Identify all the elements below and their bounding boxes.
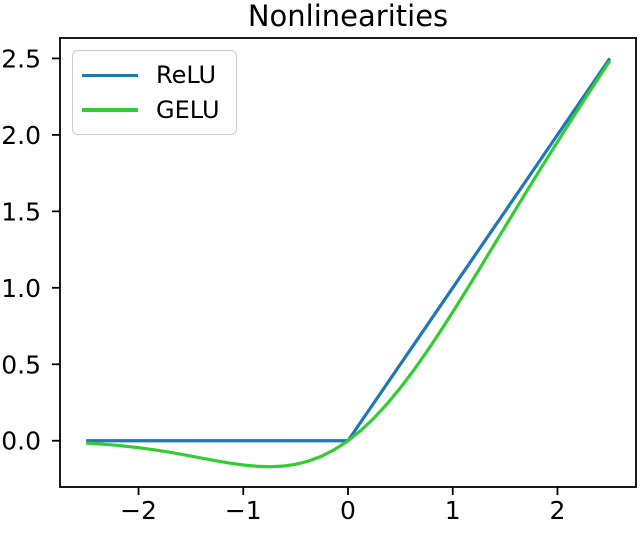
legend-box: ReLU GELU [72, 50, 237, 135]
y-tick-label: 2.5 [1, 44, 41, 73]
y-tick-label: 1.5 [1, 197, 41, 226]
y-tick-label: 1.0 [1, 274, 41, 303]
x-tick-label: −1 [225, 496, 262, 525]
y-tick-label: 2.0 [1, 121, 41, 150]
x-tick-label: 2 [550, 496, 566, 525]
legend-entry-gelu: GELU [82, 98, 224, 122]
y-tick-label: 0.5 [1, 350, 41, 379]
x-tick-label: −2 [120, 496, 157, 525]
legend-label-gelu: GELU [156, 95, 220, 124]
chart-title: Nonlinearities [247, 0, 449, 33]
legend-label-relu: ReLU [156, 61, 217, 90]
legend-swatch-gelu-line [82, 108, 138, 112]
y-tick-label: 0.0 [1, 427, 41, 456]
series-line-gelu [86, 59, 612, 469]
legend-entry-relu: ReLU [82, 63, 224, 87]
legend-swatch-relu-line [82, 73, 138, 77]
x-tick-label: 1 [445, 496, 461, 525]
x-tick-label: 0 [340, 496, 356, 525]
